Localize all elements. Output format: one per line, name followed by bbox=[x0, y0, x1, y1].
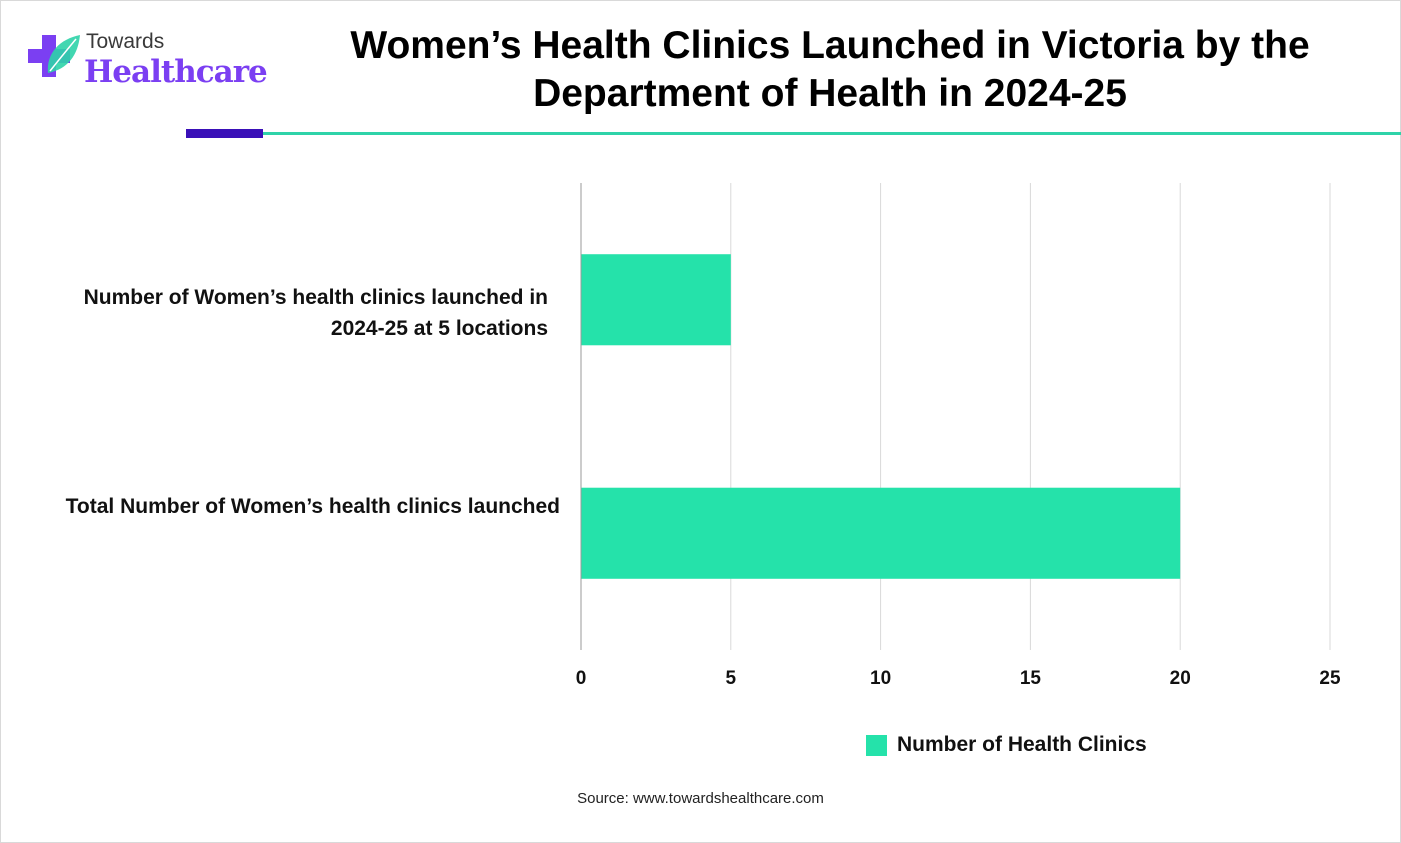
brand-name-line2: Healthcare bbox=[84, 54, 268, 90]
header-divider-accent bbox=[186, 129, 263, 138]
bar-1 bbox=[581, 487, 1181, 579]
x-tick-label-10: 10 bbox=[870, 668, 891, 689]
legend: Number of Health Clinics bbox=[866, 731, 1147, 759]
category-label-1: Total Number of Women’s health clinics l… bbox=[65, 495, 560, 518]
medical-cross-leaf-icon bbox=[28, 35, 80, 77]
brand-name-line1: Towards bbox=[86, 30, 165, 53]
x-tick-label-25: 25 bbox=[1319, 668, 1341, 689]
legend-swatch bbox=[866, 734, 887, 756]
category-label-0: Number of Women’s health clinics launche… bbox=[83, 286, 548, 340]
header-divider bbox=[186, 132, 1401, 135]
x-tick-label-5: 5 bbox=[726, 668, 737, 689]
x-tick-label-20: 20 bbox=[1170, 668, 1191, 689]
bar-0 bbox=[581, 254, 731, 346]
x-tick-label-15: 15 bbox=[1020, 668, 1042, 689]
brand-logo: Towards Healthcare bbox=[26, 30, 276, 100]
x-tick-label-0: 0 bbox=[576, 668, 587, 689]
legend-label: Number of Health Clinics bbox=[897, 733, 1147, 756]
source-note: Source: www.towardshealthcare.com bbox=[577, 790, 824, 807]
chart-title: Women’s Health Clinics Launched in Victo… bbox=[350, 24, 1310, 115]
